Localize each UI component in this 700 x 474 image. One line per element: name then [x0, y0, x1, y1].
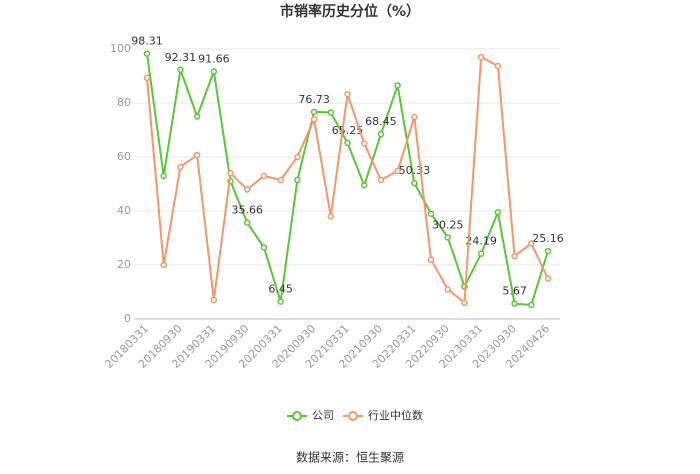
point — [160, 261, 167, 269]
data-label: 6.45 — [268, 283, 293, 296]
point — [210, 68, 218, 75]
point — [461, 299, 468, 307]
point — [193, 151, 201, 159]
point — [310, 108, 318, 116]
point — [344, 90, 351, 98]
chart-title: 市销率历史分位（%） — [280, 3, 420, 20]
point — [294, 176, 301, 184]
point — [260, 172, 268, 180]
data-label: 65.25 — [332, 124, 364, 137]
point — [544, 247, 552, 255]
data-label: 92.31 — [165, 51, 197, 64]
point — [544, 275, 552, 282]
point — [310, 115, 318, 123]
point — [444, 286, 451, 293]
y-tick-label: 40 — [117, 204, 131, 217]
point — [160, 172, 167, 180]
point — [494, 209, 502, 216]
data-label: 76.73 — [298, 93, 330, 106]
point — [244, 186, 251, 193]
point — [143, 50, 151, 57]
point — [528, 240, 535, 247]
point — [360, 182, 368, 189]
point — [511, 252, 518, 260]
point — [244, 219, 251, 226]
data-label: 68.45 — [365, 115, 397, 128]
data-label: 91.66 — [198, 53, 230, 66]
legend-marker — [348, 411, 358, 421]
point — [277, 176, 284, 184]
data-label: 30.25 — [432, 218, 464, 231]
point — [444, 234, 451, 241]
point — [177, 66, 184, 74]
data-label: 50.33 — [399, 164, 431, 177]
point — [377, 130, 385, 138]
point — [360, 140, 368, 147]
legend-marker — [292, 411, 302, 421]
data-label: 98.31 — [131, 35, 163, 48]
data-label: 35.66 — [232, 204, 264, 217]
point — [327, 109, 335, 116]
data-label: 24.19 — [465, 235, 497, 248]
point — [277, 298, 284, 305]
point — [411, 179, 418, 187]
y-tick-label: 60 — [117, 150, 131, 163]
y-tick-label: 20 — [117, 258, 131, 271]
point — [260, 244, 268, 251]
point — [177, 163, 184, 171]
point — [511, 300, 518, 307]
point — [344, 139, 351, 147]
point — [528, 301, 535, 309]
point — [427, 210, 435, 217]
source: 数据来源：恒生聚源 — [296, 450, 404, 465]
point — [411, 113, 418, 121]
point — [477, 250, 485, 257]
point — [227, 169, 234, 177]
point — [427, 256, 435, 263]
point — [210, 296, 218, 304]
point — [377, 176, 385, 184]
point — [494, 62, 502, 70]
point — [394, 167, 401, 175]
legend-label: 行业中位数 — [368, 408, 423, 422]
y-tick-label: 100 — [110, 42, 131, 55]
point — [327, 213, 335, 220]
point — [143, 74, 151, 82]
data-label: 25.16 — [532, 232, 564, 245]
point — [477, 53, 485, 61]
y-tick-label: 0 — [124, 312, 131, 325]
point — [294, 153, 301, 161]
data-label: 5.67 — [502, 285, 527, 298]
y-tick-label: 80 — [117, 96, 131, 109]
legend-label: 公司 — [312, 409, 334, 422]
point — [193, 113, 201, 120]
point — [394, 82, 401, 89]
